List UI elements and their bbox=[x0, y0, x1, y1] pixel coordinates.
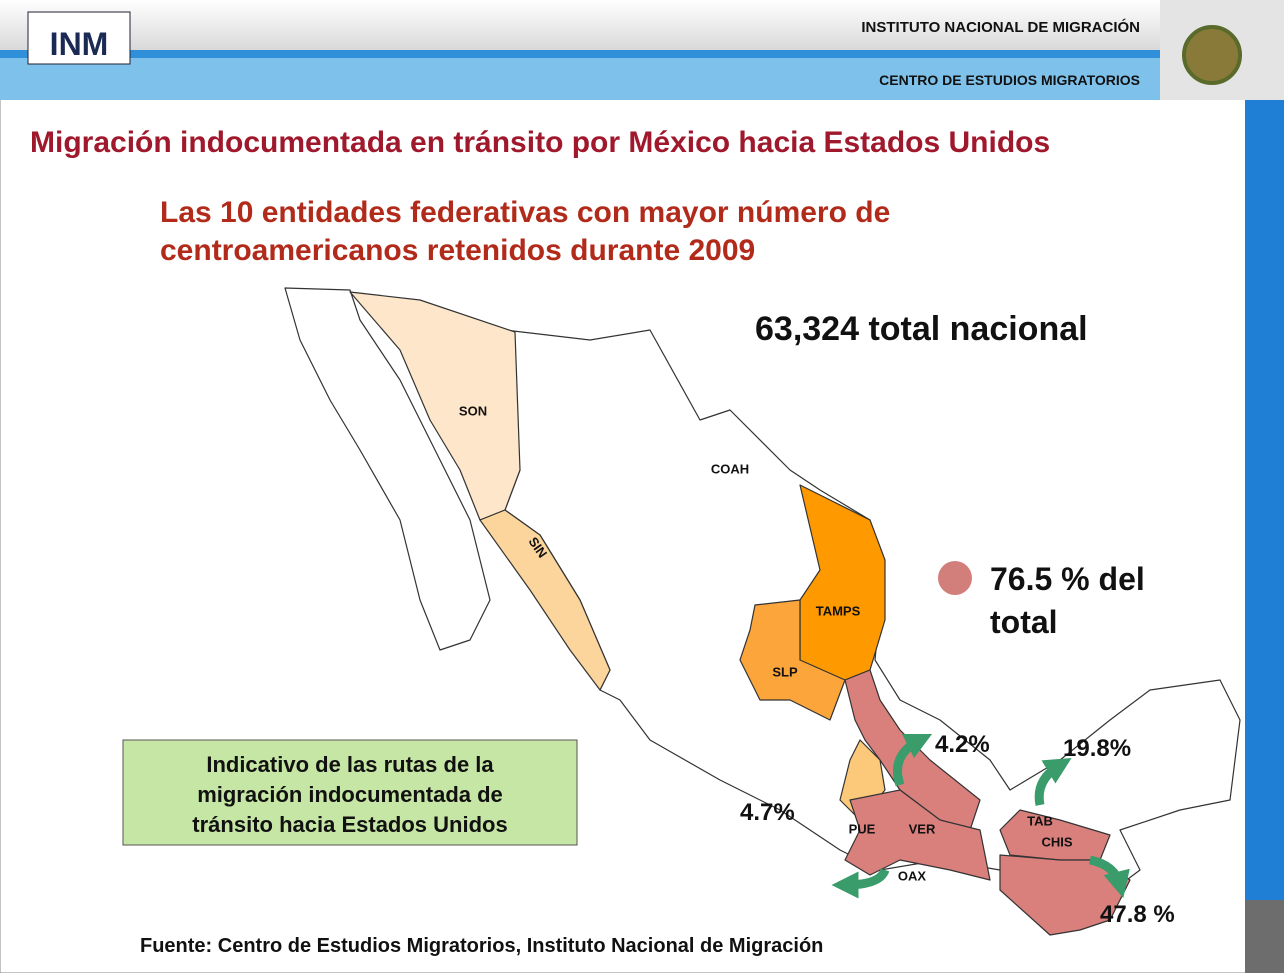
state-label: TAMPS bbox=[816, 603, 861, 618]
note-text: migración indocumentada de bbox=[197, 782, 503, 807]
agency: INSTITUTO NACIONAL DE MIGRACIÓN bbox=[861, 18, 1140, 36]
route-arrow bbox=[893, 733, 933, 787]
route-arrow bbox=[1034, 758, 1072, 806]
route-arrow bbox=[831, 868, 890, 899]
total: 63,324 total nacional bbox=[755, 310, 1088, 348]
legend-swatch bbox=[938, 561, 972, 595]
baja-california bbox=[284, 287, 491, 651]
state-label: OAX bbox=[898, 868, 927, 883]
note-text: tránsito hacia Estados Unidos bbox=[192, 812, 507, 837]
route-share: 4.7% bbox=[740, 799, 795, 826]
unit: CENTRO DE ESTUDIOS MIGRATORIOS bbox=[879, 72, 1140, 88]
legend-text: 76.5 % del bbox=[990, 561, 1145, 597]
state-label: CHIS bbox=[1041, 834, 1072, 849]
subtitle: centroamericanos retenidos durante 2009 bbox=[160, 234, 755, 267]
note-box bbox=[122, 739, 578, 846]
logo bbox=[27, 11, 131, 65]
note-text: Indicativo de las rutas de la bbox=[206, 752, 494, 777]
route-arrow bbox=[1088, 855, 1130, 899]
legend-text: total bbox=[990, 604, 1058, 640]
state-chis bbox=[999, 854, 1131, 936]
state-label: PUE bbox=[849, 821, 876, 836]
source: Fuente: Centro de Estudios Migratorios, … bbox=[140, 935, 823, 957]
state-slp bbox=[739, 599, 846, 721]
logo-text: INM bbox=[50, 26, 109, 62]
title: Migración indocumentada en tránsito por … bbox=[30, 126, 1050, 159]
state-oax bbox=[844, 789, 991, 881]
state-tab bbox=[999, 809, 1111, 861]
state-label: VER bbox=[909, 821, 936, 836]
route-share: 47.8 % bbox=[1100, 901, 1175, 928]
route-arrows bbox=[831, 733, 1130, 899]
subtitle: Las 10 entidades federativas con mayor n… bbox=[160, 196, 890, 229]
state-sin bbox=[479, 509, 611, 691]
state-label: TAB bbox=[1027, 813, 1053, 828]
header-sub-band bbox=[0, 58, 1284, 100]
header-band bbox=[0, 0, 1284, 50]
header-line bbox=[0, 50, 1284, 58]
route-share: 4.2% bbox=[935, 731, 990, 758]
side-bar-bottom bbox=[1245, 900, 1284, 973]
state-label: SON bbox=[459, 403, 487, 418]
seal bbox=[1182, 25, 1242, 85]
side-bar bbox=[1245, 100, 1284, 900]
state-label: COAH bbox=[711, 461, 749, 476]
state-label: SLP bbox=[772, 664, 798, 679]
route-share: 19.8% bbox=[1063, 735, 1131, 762]
